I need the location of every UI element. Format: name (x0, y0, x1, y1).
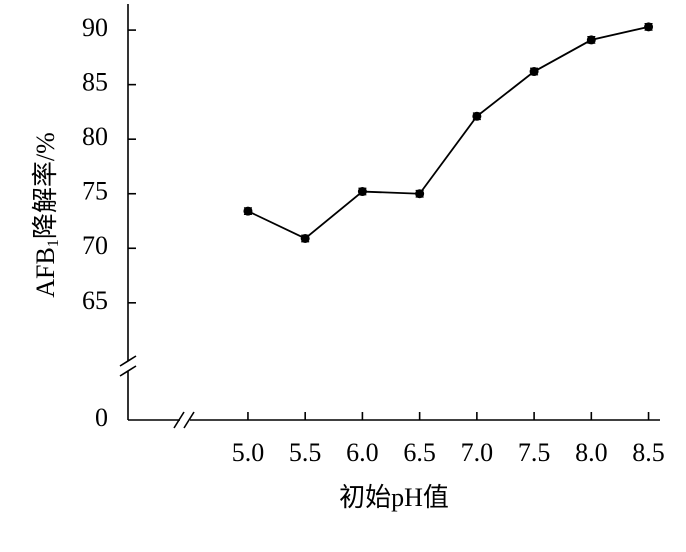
x-tick-label: 7.0 (461, 438, 494, 467)
data-point (529, 67, 539, 77)
x-tick-label: 8.0 (575, 438, 608, 467)
y-tick-label: 80 (82, 122, 108, 151)
y-break (119, 365, 137, 377)
data-point (472, 111, 482, 121)
y-break (119, 355, 137, 367)
data-point (357, 187, 367, 197)
x-tick-label: 5.5 (289, 438, 322, 467)
y-tick-label: 90 (82, 13, 108, 42)
data-line (247, 25, 649, 240)
y-tick-label: 0 (95, 403, 108, 432)
x-break (173, 411, 185, 429)
y-label-sub: 1 (45, 239, 62, 247)
y-tick-label: 65 (82, 286, 108, 315)
data-point (586, 35, 596, 45)
data-point (243, 206, 253, 216)
y-tick-label: 70 (82, 231, 108, 260)
x-tick-label: 6.5 (403, 438, 436, 467)
x-tick-label: 5.0 (232, 438, 265, 467)
y-label-rest: 降解率/% (31, 132, 60, 239)
y-tick-label: 85 (82, 68, 108, 97)
x-tick-label: 6.0 (346, 438, 379, 467)
data-point (415, 189, 425, 199)
y-label-main: AFB (31, 247, 60, 298)
axes (119, 4, 660, 429)
x-break (183, 411, 195, 429)
x-tick-label: 8.5 (632, 438, 665, 467)
y-axis-label: AFB1降解率/% (31, 132, 62, 297)
data-point (300, 233, 310, 243)
y-tick-label: 75 (82, 177, 108, 206)
data-point (644, 22, 654, 32)
x-tick-label: 7.5 (518, 438, 551, 467)
x-axis-label: 初始pH值 (339, 483, 449, 512)
